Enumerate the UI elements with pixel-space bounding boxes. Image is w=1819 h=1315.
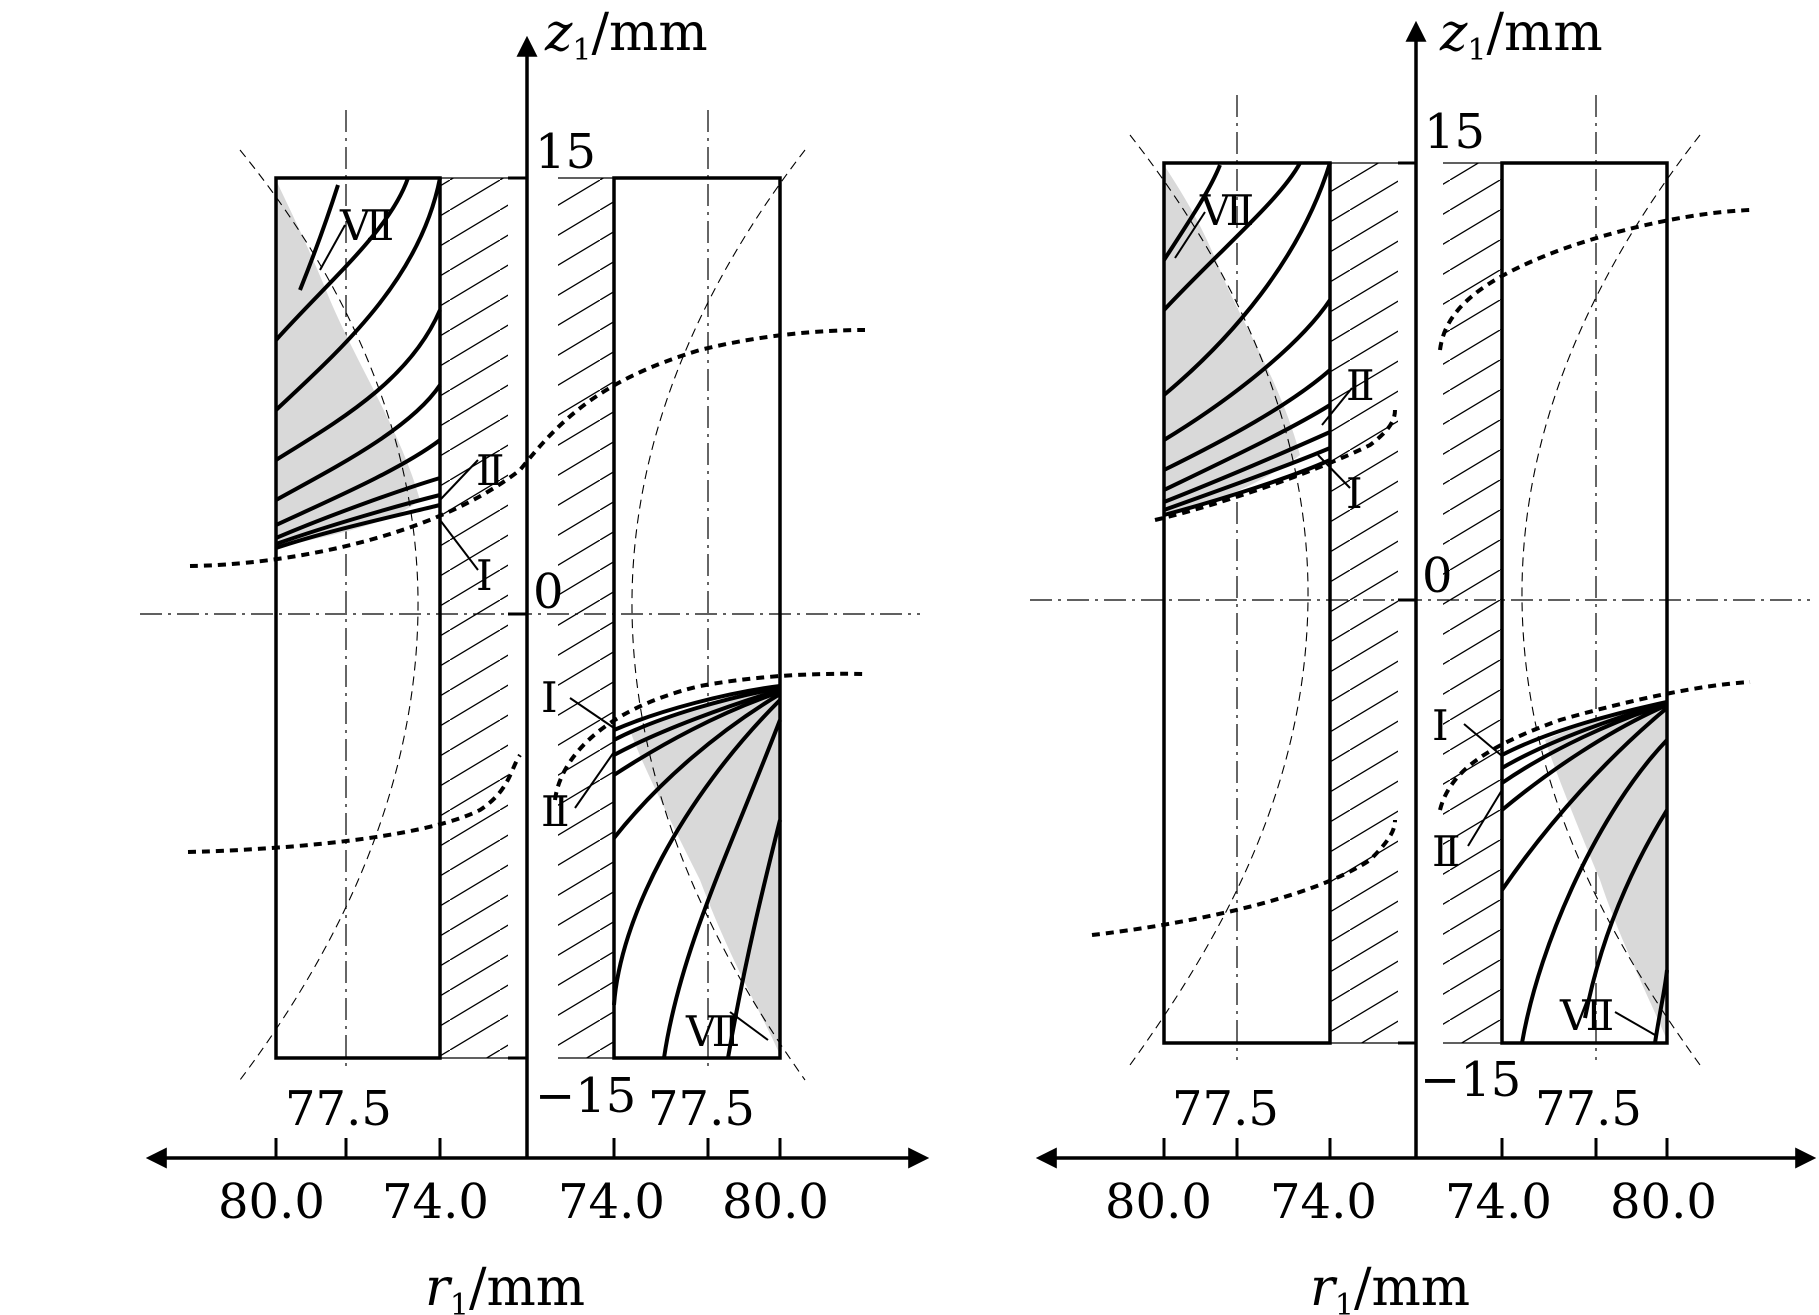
- left-hatch-wall-left: [440, 178, 508, 1058]
- right-mid-label-left: 77.5: [1172, 1081, 1279, 1137]
- right-label-upper-I: Ⅰ: [1346, 472, 1363, 518]
- left-dashed-arc-upper: [239, 149, 419, 1081]
- right-tick-label-74-left: 74.0: [1270, 1174, 1377, 1230]
- right-dotted-boundaries: [1091, 208, 1751, 937]
- right-rect-left: [1162, 161, 1332, 1045]
- right-lower-curves: [1500, 700, 1669, 1044]
- left-z-axis-label: z1/mm: [544, 3, 708, 68]
- left-lower-shaded-region: [630, 688, 780, 1055]
- left-z-zero-label: 0: [533, 564, 564, 620]
- left-rect-left: [274, 176, 442, 1060]
- left-upper-curves: [274, 177, 442, 550]
- right-upper-shaded-region: [1164, 165, 1300, 515]
- right-label-lower-II: Ⅱ: [1432, 830, 1461, 876]
- left-panel: z1/mm r1/mm 15 0 −15 77.5 77.5 80.0 74.0…: [140, 3, 930, 1315]
- left-label-lower-II: Ⅱ: [541, 790, 570, 836]
- left-rect-right: [612, 176, 782, 1060]
- right-dashed-arc-upper: [1129, 134, 1309, 1066]
- right-label-lower-I: Ⅰ: [1432, 704, 1449, 750]
- right-upper-curves: [1162, 162, 1332, 517]
- left-label-lower-I: Ⅰ: [541, 676, 558, 722]
- left-dashed-arc-lower: [631, 149, 806, 1081]
- right-rect-right: [1500, 161, 1669, 1045]
- right-mid-label-right: 77.5: [1535, 1081, 1642, 1137]
- right-tick-label-74-right: 74.0: [1445, 1174, 1552, 1230]
- left-label-lower-VII: Ⅶ: [685, 1010, 740, 1056]
- right-hatch-wall-right: [1443, 163, 1502, 1043]
- left-mid-label-right: 77.5: [648, 1081, 755, 1137]
- left-lower-curves: [612, 684, 782, 1059]
- right-z-top-label: 15: [1424, 104, 1485, 160]
- right-lower-shaded-region: [1545, 702, 1667, 1040]
- left-label-upper-II: Ⅱ: [476, 449, 505, 495]
- right-r-axis-label: r1/mm: [1310, 1258, 1470, 1315]
- left-z-top-label: 15: [535, 124, 596, 180]
- right-z-axis-label: z1/mm: [1439, 3, 1603, 68]
- left-mid-label-left: 77.5: [285, 1081, 392, 1137]
- right-label-upper-II: Ⅱ: [1346, 364, 1375, 410]
- right-label-lower-VII: Ⅶ: [1559, 994, 1614, 1040]
- left-r-axis-label: r1/mm: [425, 1258, 585, 1315]
- right-dashed-arc-lower: [1521, 134, 1701, 1066]
- left-tick-label-74-right: 74.0: [558, 1174, 665, 1230]
- right-panel: z1/mm r1/mm 15 0 −15 77.5 77.5 80.0 74.0…: [1030, 3, 1817, 1315]
- left-tick-label-80-right: 80.0: [722, 1174, 829, 1230]
- right-tick-label-80-left: 80.0: [1105, 1174, 1212, 1230]
- left-dotted-boundaries: [187, 328, 866, 854]
- left-label-upper-VII: Ⅶ: [339, 204, 394, 250]
- left-label-upper-I: Ⅰ: [476, 554, 493, 600]
- left-upper-shaded-region: [276, 180, 420, 548]
- left-tick-label-80-left: 80.0: [218, 1174, 325, 1230]
- right-z-zero-label: 0: [1422, 548, 1453, 604]
- left-tick-label-74-left: 74.0: [382, 1174, 489, 1230]
- right-label-upper-VII: Ⅶ: [1199, 189, 1254, 235]
- left-z-bottom-label: −15: [535, 1068, 636, 1124]
- right-hatch-wall-left: [1330, 163, 1398, 1043]
- left-hatch-wall-right: [558, 178, 614, 1058]
- right-z-bottom-label: −15: [1420, 1052, 1521, 1108]
- right-tick-label-80-right: 80.0: [1610, 1174, 1717, 1230]
